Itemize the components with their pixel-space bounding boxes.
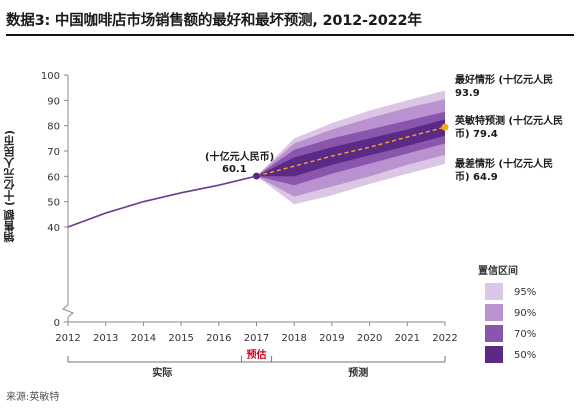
actual-series-line: [67, 175, 257, 228]
x-tick-label: 2015: [168, 333, 193, 344]
x-tick-label: 2017: [244, 333, 269, 344]
mintel-forecast-label: 英敏特预测 (十亿元人民: [454, 114, 563, 127]
period-estimate-label: 预估: [247, 348, 267, 361]
legend-title: 置信区间: [478, 264, 518, 277]
point-2017-value: 60.1: [222, 164, 247, 175]
x-tick-label: 2022: [432, 333, 457, 344]
point-2017: [253, 172, 260, 180]
y-tick-label: 70: [47, 147, 60, 158]
legend-swatch-70: [485, 325, 503, 342]
forecast-series-line: [256, 126, 446, 177]
point-2017-unit: (十亿元人民币): [205, 150, 274, 163]
legend-swatch-90: [485, 304, 503, 321]
x-tick-label: 2012: [55, 333, 80, 344]
y-tick-label: 80: [47, 122, 60, 133]
point-2022-forecast: [441, 123, 449, 131]
best-case-label: 最好情形 (十亿元人民: [455, 73, 553, 86]
y-tick-label: 0: [54, 318, 60, 329]
legend-label-70: 70%: [514, 329, 536, 340]
legend-swatch-50: [485, 346, 503, 363]
y-tick-label: 60: [47, 172, 60, 183]
worst-case-label: 最差情形 (十亿元人民: [455, 157, 553, 170]
best-case-value: 93.9: [455, 88, 480, 99]
fan-band-50: [256, 119, 445, 177]
period-actual-label: 实际: [152, 366, 172, 379]
y-tick-label: 90: [47, 96, 60, 107]
source-note: 来源:英敏特: [6, 392, 60, 403]
y-axis-break: [62, 304, 74, 318]
period-forecast-label: 预测: [348, 366, 368, 379]
legend-label-50: 50%: [514, 350, 536, 361]
x-tick-label: 2016: [206, 333, 231, 344]
y-tick-label: 40: [47, 223, 60, 234]
legend-label-90: 90%: [514, 308, 536, 319]
legend-swatch-95: [485, 283, 503, 300]
x-tick-label: 2021: [395, 333, 420, 344]
title-divider: [6, 34, 574, 36]
worst-case-value: 币) 64.9: [455, 171, 498, 183]
x-tick-label: 2018: [281, 333, 306, 344]
chart-title: 数据3: 中国咖啡店市场销售额的最好和最坏预测, 2012-2022年: [6, 13, 422, 29]
y-tick-label: 50: [47, 198, 60, 209]
x-tick-label: 2019: [319, 333, 344, 344]
x-tick-label: 2013: [93, 333, 118, 344]
y-tick-label: 100: [41, 71, 60, 82]
mintel-forecast-value: 币) 79.4: [455, 128, 498, 140]
legend-label-95: 95%: [514, 287, 536, 298]
x-tick-label: 2020: [357, 333, 382, 344]
x-tick-label: 2014: [131, 333, 156, 344]
